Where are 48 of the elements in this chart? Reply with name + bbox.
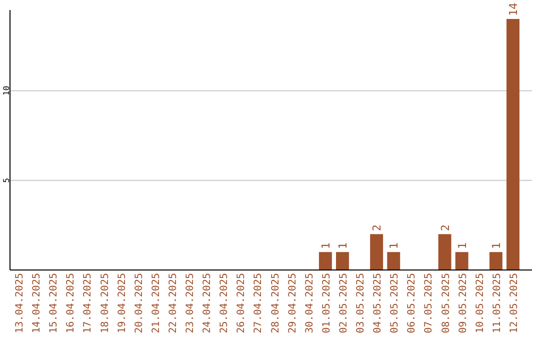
data-label: 1: [456, 242, 469, 250]
x-tick-label: 25.04.2025: [219, 273, 230, 334]
bar: [455, 252, 468, 270]
bar: [506, 18, 520, 270]
x-tick-label: 07.05.2025: [424, 273, 435, 334]
x-tick-label: 13.04.2025: [14, 273, 26, 334]
x-tick-label: 11.05.2025: [492, 273, 503, 334]
x-tick-label: 22.04.2025: [168, 273, 179, 334]
bar: [370, 234, 384, 270]
x-tick-label: 12.05.2025: [508, 273, 520, 334]
x-tick-label: 16.04.2025: [66, 273, 77, 334]
data-label: 1: [490, 242, 503, 250]
x-tick-label: 21.04.2025: [150, 273, 162, 334]
x-tick-label: 15.04.2025: [48, 273, 60, 334]
bar: [336, 252, 349, 270]
x-tick-label: 14.04.2025: [32, 273, 43, 334]
data-label: 1: [336, 242, 350, 250]
x-tick-label: 27.04.2025: [253, 273, 264, 334]
x-tick-label: 05.05.2025: [390, 273, 401, 334]
x-tick-label: 04.05.2025: [372, 273, 384, 334]
data-label: 2: [438, 224, 452, 232]
x-tick-label: 06.05.2025: [406, 273, 418, 334]
x-tick-label: 29.04.2025: [287, 273, 298, 334]
x-tick-label: 19.04.2025: [116, 273, 128, 334]
data-label: 1: [388, 242, 401, 250]
data-label: 14: [506, 2, 520, 16]
x-tick-label: 30.04.2025: [304, 273, 316, 334]
x-tick-label: 08.05.2025: [440, 273, 452, 334]
x-tick-label: 28.04.2025: [270, 273, 282, 334]
bar: [387, 252, 400, 270]
x-tick-label: 03.05.2025: [356, 273, 367, 334]
x-tick-label: 18.04.2025: [100, 273, 111, 334]
bar: [438, 234, 452, 270]
x-tick-label: 23.04.2025: [185, 273, 196, 334]
bar: [318, 252, 332, 270]
x-tick-label: 24.04.2025: [202, 273, 214, 334]
x-tick-label: 09.05.2025: [458, 273, 469, 334]
x-tick-label: 20.04.2025: [134, 273, 145, 334]
x-tick-label: 10.05.2025: [474, 273, 486, 334]
x-tick-label: 02.05.2025: [338, 273, 350, 334]
x-tick-label: 26.04.2025: [236, 273, 248, 334]
bar: [489, 252, 502, 270]
x-tick-label: 01.05.2025: [321, 273, 332, 334]
y-tick-label: 5: [2, 178, 11, 183]
y-tick-label: 10: [2, 86, 11, 96]
x-tick-label: 17.04.2025: [82, 273, 94, 334]
data-label: 2: [370, 224, 384, 232]
data-label: 1: [319, 242, 332, 250]
